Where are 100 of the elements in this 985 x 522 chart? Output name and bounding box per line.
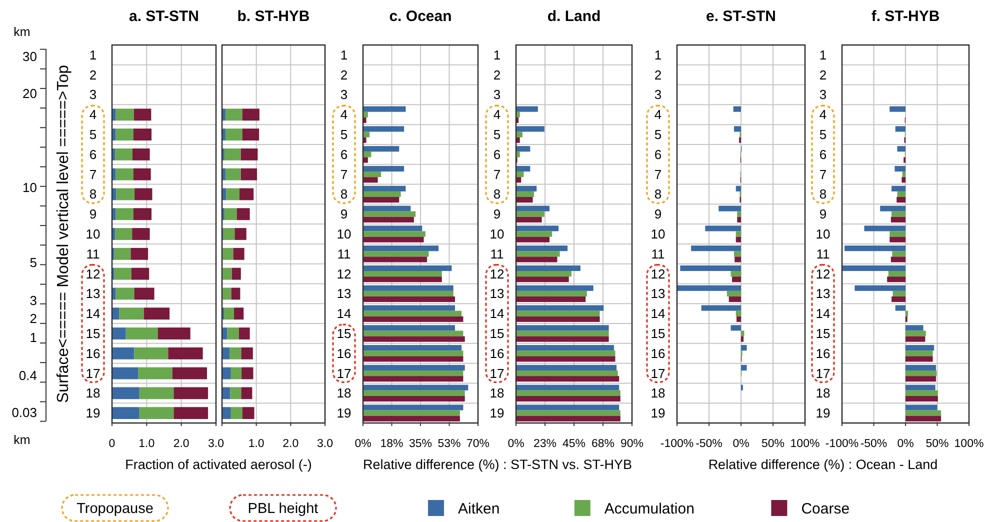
y-tick-label: 16	[336, 346, 352, 361]
y-tick-label: 17	[650, 366, 666, 381]
y-tick-label: 10	[650, 226, 666, 242]
x-tick-label: 100%	[954, 438, 984, 450]
y-tick-label: 1	[654, 47, 662, 62]
y-tick-label: 6	[89, 146, 97, 162]
legend-label: Aitken	[458, 500, 500, 518]
x-tick-label: 0%	[897, 438, 914, 450]
y-tick-label: 11	[490, 246, 504, 262]
y-tick-label: 14	[336, 306, 352, 322]
y-tick-label: 1	[340, 47, 348, 62]
text: 5	[30, 255, 37, 270]
y-tick-label: 15	[490, 326, 504, 341]
chart-title: f. ST-HYB	[871, 8, 940, 25]
text: 30	[22, 49, 37, 64]
y-tick-label: 7	[493, 166, 501, 182]
y-tick-label: 4	[89, 107, 97, 122]
y-tick-label: 4	[819, 107, 827, 122]
y-tick-label: 14	[86, 306, 100, 322]
y-tick-label: 4	[654, 107, 662, 122]
y-tick-label: 11	[337, 246, 351, 262]
y-tick-label: 6	[493, 146, 501, 162]
y-tick-label: 10	[86, 226, 100, 242]
y-tick-label: 2	[89, 67, 97, 82]
y-tick-label: 17	[336, 366, 352, 381]
x-tick-label: 0%	[732, 438, 750, 450]
y-tick-label: 9	[340, 206, 348, 222]
y-tick-label: 18	[86, 386, 100, 401]
chart-title: e. ST-STN	[706, 8, 776, 25]
x-tick-label: 18%	[380, 438, 404, 450]
text: 3	[30, 293, 37, 308]
y-tick-label: 10	[490, 226, 504, 242]
y-tick-label: 8	[819, 186, 827, 202]
x-tick-label: -100%	[825, 438, 859, 450]
y-tick-label: 11	[86, 246, 100, 262]
y-tick-label: 15	[86, 326, 100, 341]
x-tick-label: 2.0	[173, 438, 190, 450]
y-tick-label: 17	[490, 366, 504, 381]
y-tick-label: 5	[493, 127, 501, 142]
x-axis-title: Fraction of activated aerosol (-)	[125, 457, 312, 472]
y-tick-label: 18	[336, 386, 352, 401]
x-tick-label: 68%	[591, 438, 615, 450]
x-tick-label: 0%	[508, 438, 524, 450]
y-tick-label: 5	[89, 127, 97, 142]
y-tick-label: 1	[89, 47, 97, 62]
y-tick-label: 4	[493, 107, 501, 122]
y-tick-label: 9	[819, 206, 827, 222]
y-tick-label: 6	[340, 146, 348, 162]
x-tick-label: -50%	[696, 438, 722, 450]
y-tick-label: 8	[89, 186, 97, 202]
y-tick-label: 1	[819, 47, 827, 62]
y-tick-label: 17	[86, 366, 100, 381]
y-tick-label: 7	[89, 166, 97, 182]
x-tick-label: -100%	[660, 438, 694, 450]
y-tick-label: 3	[340, 87, 348, 102]
text: km	[14, 433, 30, 447]
chart-title: a. ST-STN	[128, 8, 200, 25]
chart-title: b. ST-HYB	[237, 8, 310, 25]
y-tick-label: 5	[340, 127, 348, 142]
text: km	[14, 25, 30, 39]
x-tick-label: 23%	[533, 438, 557, 450]
y-tick-label: 8	[493, 186, 501, 202]
y-tick-label: 19	[650, 406, 666, 421]
y-tick-label: 14	[816, 306, 830, 322]
y-tick-label: 16	[490, 346, 504, 361]
y-tick-label: 12	[650, 266, 666, 282]
legend-label: Accumulation	[604, 500, 694, 518]
x-tick-label: 2.0	[282, 438, 299, 450]
y-tick-label: 12	[490, 266, 504, 282]
y-tick-label: 14	[490, 306, 504, 322]
y-tick-label: 19	[336, 406, 352, 421]
y-tick-label: 7	[654, 166, 662, 182]
y-tick-label: 19	[86, 406, 100, 421]
y-tick-label: 10	[816, 226, 830, 242]
y-tick-label: 15	[336, 326, 352, 341]
text: 0.03	[12, 405, 37, 420]
y-tick-label: 5	[819, 127, 827, 142]
y-tick-label: 4	[340, 107, 348, 122]
y-tick-label: 2	[819, 67, 827, 82]
x-tick-label: 1.0	[248, 438, 264, 450]
y-tick-label: 10	[336, 226, 352, 242]
y-tick-label: 19	[816, 406, 830, 421]
x-tick-label: 53%	[438, 438, 461, 450]
x-axis-title: Relative difference (%) : ST-STN vs. ST-HYB	[362, 457, 632, 472]
x-tick-label: 3.0	[208, 438, 224, 450]
chart-title: d. Land	[547, 8, 601, 25]
y-tick-label: 2	[654, 67, 662, 82]
y-tick-label: 15	[816, 326, 830, 341]
y-tick-label: 13	[336, 286, 352, 302]
y-tick-label: 9	[493, 206, 501, 222]
y-tick-label: 12	[816, 266, 830, 282]
x-tick-label: 35%	[408, 438, 432, 450]
x-tick-label: 100%	[790, 438, 820, 450]
legend-label: Coarse	[801, 500, 850, 518]
y-tick-label: 3	[654, 87, 662, 102]
y-tick-label: 9	[654, 206, 662, 222]
y-tick-label: 11	[651, 246, 665, 262]
y-tick-label: 13	[816, 286, 830, 302]
y-tick-label: 19	[490, 406, 504, 421]
y-tick-label: 7	[819, 166, 827, 182]
